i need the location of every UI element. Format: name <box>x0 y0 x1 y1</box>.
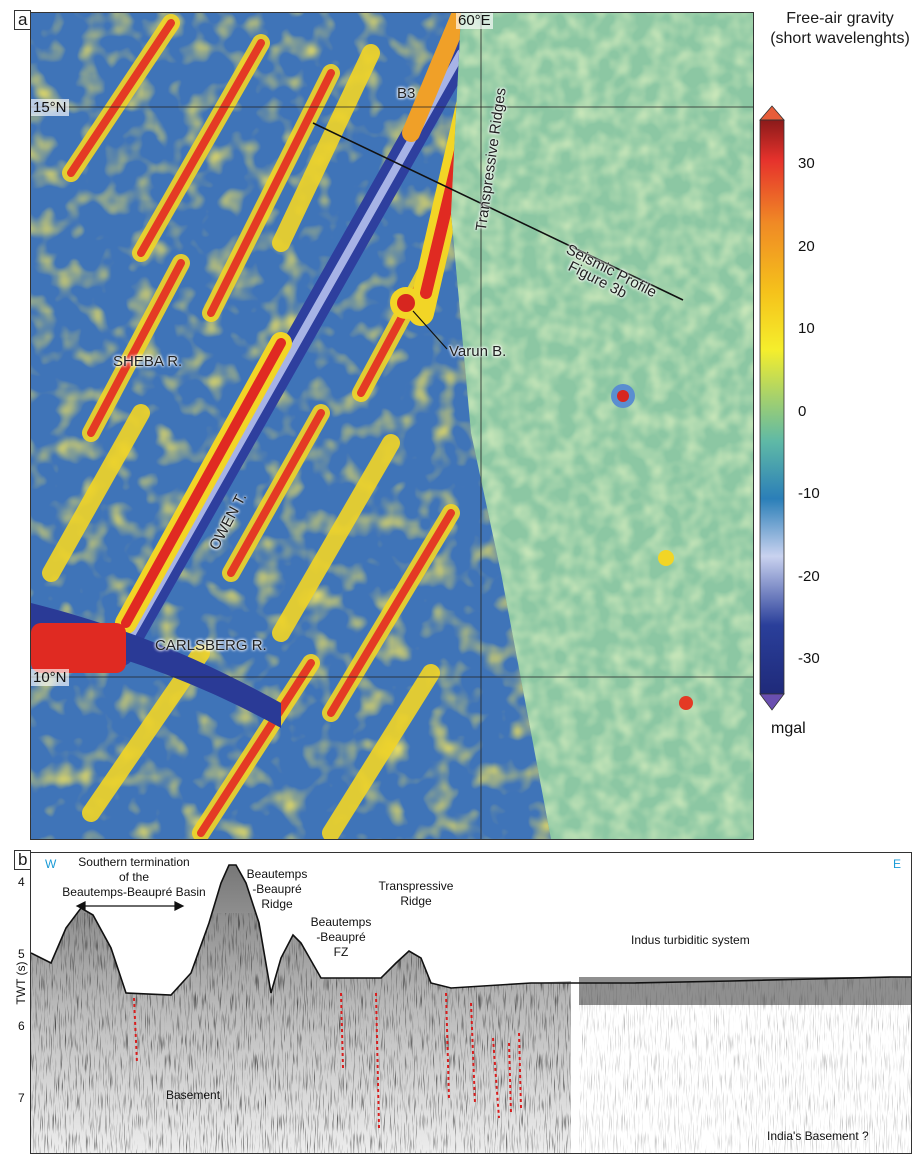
colorbar-tick: -10 <box>798 485 820 502</box>
seismic-section: W E Southern termination of the Beautemp… <box>30 852 912 1154</box>
longitude-label-60e: 60°E <box>456 12 493 29</box>
gravity-map: 60°E 15°N 10°N B3 Transpressive Ridges S… <box>30 12 754 840</box>
basin-extent-arrow <box>75 901 185 911</box>
twt-tick: 5 <box>18 947 25 961</box>
fault-lines <box>133 992 522 1129</box>
colorbar-tick: 30 <box>798 155 815 172</box>
panel-b-letter: b <box>14 850 32 870</box>
twt-axis-label: TWT (s) <box>14 961 28 1005</box>
colorbar-min-arrow <box>759 693 785 711</box>
b3-label: B3 <box>397 85 416 102</box>
east-label: E <box>893 857 902 871</box>
southern-termination-label: Southern termination of the Beautemps-Be… <box>62 855 206 899</box>
colorbar-max-arrow <box>759 105 785 121</box>
beautemps-ridge-label: Beautemps -Beaupré Ridge <box>246 867 308 911</box>
colorbar <box>759 105 785 711</box>
latitude-label-10n: 10°N <box>31 669 69 686</box>
basement-label: Basement <box>166 1088 221 1102</box>
indus-turbiditic-label: Indus turbiditic system <box>631 933 750 947</box>
india-basement-label: India's Basement ? <box>767 1129 869 1143</box>
latitude-label-15n: 15°N <box>31 99 69 116</box>
transpressive-ridge-label: Transpressive Ridge <box>378 879 454 908</box>
sheba-ridge-label: SHEBA R. <box>113 353 183 370</box>
seismic-section-image <box>31 864 911 1153</box>
panel-a-letter: a <box>14 10 32 30</box>
carlsberg-ridge-label: CARLSBERG R. <box>155 637 267 654</box>
colorbar-tick: -20 <box>798 567 820 585</box>
colorbar-tick: 10 <box>798 320 815 337</box>
seafloor-reflector <box>31 864 911 996</box>
beautemps-fz-label: Beautemps -Beaupré FZ <box>310 915 372 959</box>
colorbar-tick: -30 <box>798 650 820 667</box>
gravity-map-image <box>31 13 753 839</box>
colorbar-title-line2: (short wavelenghts) <box>770 30 910 47</box>
twt-tick: 6 <box>18 1019 25 1033</box>
west-label: W <box>45 857 57 871</box>
colorbar-title: Free-air gravity (short wavelenghts) <box>760 9 920 49</box>
varun-label: Varun B. <box>449 343 507 360</box>
twt-tick: 4 <box>18 875 25 889</box>
colorbar-title-line1: Free-air gravity <box>786 10 894 27</box>
colorbar-unit: mgal <box>771 720 806 737</box>
twt-tick: 7 <box>18 1091 25 1105</box>
colorbar-tick: 20 <box>798 237 815 255</box>
colorbar-tick: 0 <box>798 402 807 420</box>
